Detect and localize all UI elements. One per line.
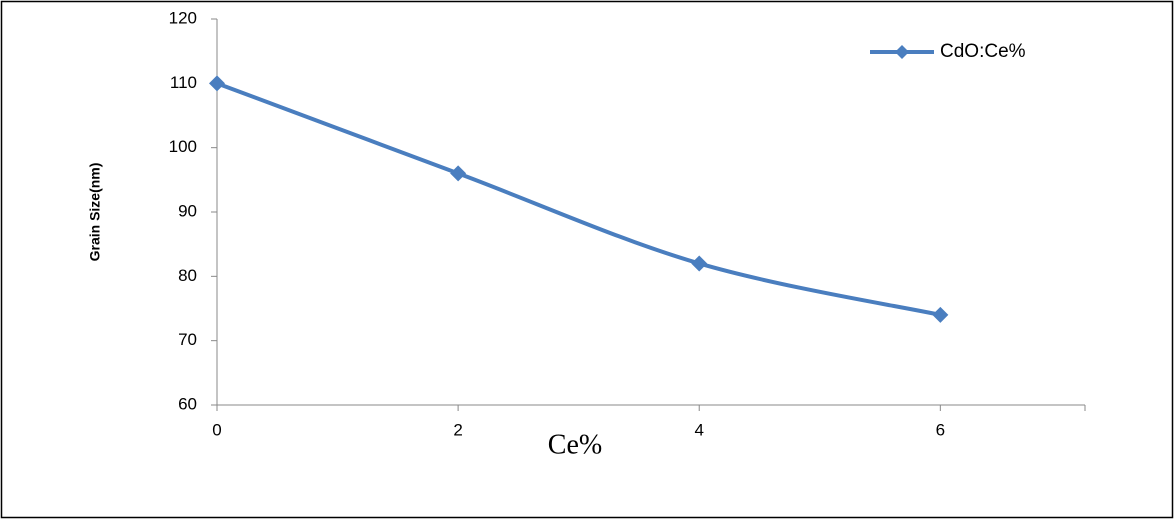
y-tick-label: 70 bbox=[178, 330, 197, 349]
y-tick-label: 90 bbox=[178, 201, 197, 220]
legend-label: CdO:Ce% bbox=[940, 41, 1026, 62]
y-tick-label: 110 bbox=[170, 73, 197, 92]
point-marker bbox=[450, 165, 467, 182]
y-tick-label: 120 bbox=[169, 8, 197, 27]
y-tick-label: 80 bbox=[178, 266, 197, 285]
x-tick-label: 6 bbox=[936, 420, 945, 439]
series-line bbox=[216, 81, 941, 317]
y-axis-title: Grain Size(nm) bbox=[87, 163, 103, 262]
point-marker bbox=[209, 75, 225, 92]
x-tick-label: 0 bbox=[212, 420, 221, 439]
x-axis-title: Ce% bbox=[548, 429, 602, 460]
legend-marker bbox=[895, 45, 909, 59]
x-tick-label: 4 bbox=[694, 420, 703, 439]
y-tick-label: 100 bbox=[169, 137, 197, 156]
y-tick-label: 60 bbox=[178, 394, 197, 413]
x-tick-label: 2 bbox=[453, 420, 462, 439]
point-marker bbox=[932, 306, 949, 323]
point-marker bbox=[691, 255, 708, 272]
